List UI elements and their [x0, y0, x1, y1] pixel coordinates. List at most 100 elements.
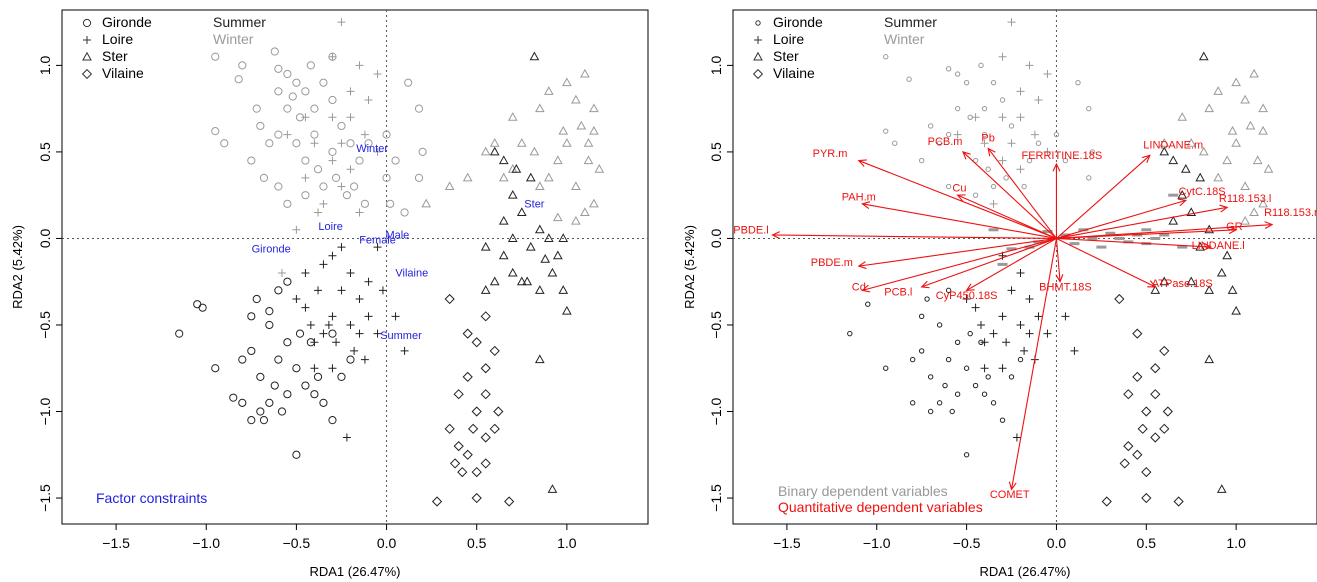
- vilaine-summer-point: [444, 423, 455, 434]
- legend-site-label: Ster: [773, 48, 799, 64]
- x-tick-label: −1.0: [192, 535, 220, 551]
- gironde-summer-point: [265, 320, 274, 330]
- loire-winter-point: [1043, 147, 1052, 156]
- vector-arrowhead: [1264, 221, 1274, 230]
- vector-arrow: [1056, 229, 1237, 239]
- gironde-summer-point: [238, 398, 247, 407]
- gironde-summer-point: [999, 417, 1006, 423]
- loire-summer-point: [1016, 269, 1025, 278]
- binary-binary-point: [1114, 236, 1125, 240]
- legend-marker: [83, 36, 91, 44]
- gironde-winter-point: [945, 131, 952, 138]
- loire-winter-point: [998, 52, 1007, 61]
- ster-summer-point: [1177, 189, 1188, 199]
- ster-winter-point: [562, 77, 572, 87]
- gironde-summer-point: [277, 407, 287, 416]
- vector-arrow: [962, 151, 1057, 239]
- ster-winter-point: [480, 146, 491, 156]
- loire-summer-point: [324, 320, 333, 329]
- gironde-winter-point: [342, 191, 351, 200]
- gironde-winter-point: [892, 140, 898, 146]
- ster-summer-point: [543, 233, 554, 242]
- gironde-winter-point: [349, 182, 359, 191]
- binary-binary-point: [1105, 231, 1116, 235]
- gironde-winter-point: [274, 130, 283, 139]
- ster-summer-point: [516, 207, 527, 216]
- x-axis-label: RDA1 (26.47%): [309, 564, 400, 579]
- ster-winter-point: [580, 68, 590, 78]
- ster-summer-point: [480, 241, 491, 251]
- loire-summer-point: [976, 320, 985, 329]
- vector-arrowhead: [1228, 226, 1238, 235]
- vilaine-summer-point: [480, 363, 491, 374]
- corner-label: Factor constraints: [96, 490, 207, 506]
- ster-summer-point: [1231, 305, 1241, 315]
- vector-arrowhead: [1219, 204, 1229, 213]
- loire-winter-point: [337, 139, 346, 148]
- vector-arrowhead: [1142, 154, 1151, 163]
- loire-summer-point: [1043, 329, 1052, 338]
- binary-binary-point: [1123, 240, 1134, 244]
- vector-arrowhead: [861, 201, 871, 209]
- vector-label: Pb: [981, 133, 994, 145]
- gironde-summer-point: [211, 364, 220, 373]
- legend-season-label: Winter: [884, 31, 925, 47]
- vector-arrow: [858, 237, 1057, 267]
- loire-summer-point: [355, 295, 364, 304]
- gironde-winter-point: [238, 61, 247, 70]
- gironde-winter-point: [1003, 175, 1009, 181]
- ster-summer-point: [522, 276, 533, 286]
- ster-winter-point: [543, 172, 554, 182]
- loire-winter-point: [1016, 113, 1025, 122]
- vilaine-summer-point: [1137, 423, 1148, 434]
- gironde-winter-point: [418, 147, 427, 157]
- ster-summer-point: [534, 354, 545, 364]
- gironde-winter-point: [927, 123, 934, 129]
- gironde-winter-point: [1062, 157, 1069, 164]
- vector-arrow: [1056, 224, 1273, 239]
- ster-summer-point: [525, 241, 536, 251]
- ster-summer-point: [562, 305, 572, 315]
- vilaine-summer-point: [493, 406, 504, 417]
- gironde-winter-point: [310, 104, 319, 113]
- loire-winter-point: [283, 130, 292, 139]
- gironde-winter-point: [414, 173, 424, 182]
- gironde-winter-point: [918, 157, 925, 164]
- vector-arrow: [1056, 237, 1212, 248]
- gironde-winter-point: [954, 105, 961, 112]
- vilaine-summer-point: [471, 466, 482, 478]
- ster-summer-point: [547, 484, 558, 493]
- gironde-winter-point: [301, 87, 310, 96]
- x-axis-label: RDA1 (26.47%): [979, 564, 1070, 579]
- plot-frame: [732, 9, 1317, 525]
- vector-label: CytC.18S: [1178, 186, 1225, 198]
- vilaine-summer-point: [1132, 449, 1143, 460]
- gironde-winter-point: [301, 191, 310, 200]
- binary-variables-label: Binary dependent variables: [778, 483, 948, 499]
- loire-winter-point: [1016, 165, 1025, 174]
- loire-winter-point: [373, 147, 382, 156]
- binary-binary-point: [1168, 193, 1179, 197]
- vector-label: PAH.m: [842, 191, 876, 203]
- gironde-summer-point: [198, 303, 207, 312]
- gironde-summer-point: [259, 416, 269, 425]
- loire-summer-point: [1016, 320, 1025, 329]
- vector-arrow: [1056, 199, 1186, 239]
- gironde-winter-point: [1086, 175, 1092, 181]
- vector-label: GR: [1226, 221, 1243, 233]
- ster-summer-point: [1150, 285, 1161, 294]
- ster-summer-point: [1159, 146, 1170, 156]
- loire-summer-point: [346, 320, 355, 329]
- gironde-winter-point: [963, 79, 970, 86]
- gironde-summer-point: [229, 393, 238, 402]
- gironde-summer-point: [963, 452, 970, 458]
- ster-winter-point: [529, 146, 540, 156]
- legend-marker: [82, 18, 92, 28]
- gironde-summer-point: [924, 296, 930, 302]
- gironde-summer-point: [175, 329, 184, 338]
- gironde-winter-point: [310, 130, 319, 139]
- gironde-summer-point: [283, 390, 292, 399]
- loire-winter-point: [1016, 87, 1025, 96]
- ster-summer-point: [558, 233, 569, 242]
- ster-winter-point: [421, 198, 432, 208]
